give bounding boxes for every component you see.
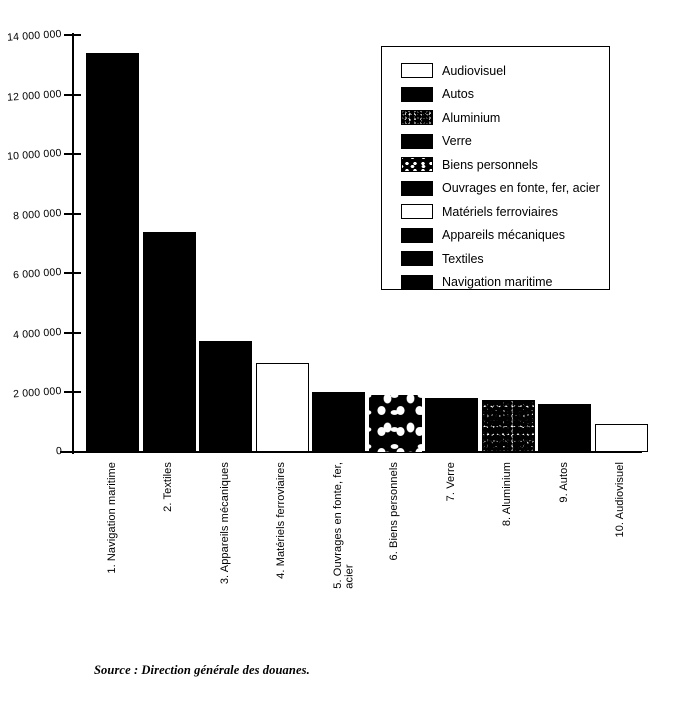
legend-item: Ouvrages en fonte, fer, acier (401, 177, 605, 201)
x-axis-category-label: 3. Appareils mécaniques (218, 462, 231, 585)
y-axis-tick-label-text: 2 000 000 (13, 385, 63, 401)
y-axis-tick-label: 4 000 000 (0, 325, 63, 342)
bar (425, 398, 478, 452)
legend-item-label: Biens personnels (442, 157, 538, 172)
legend-swatch-icon (401, 110, 433, 126)
bar (199, 341, 252, 452)
legend-swatch-icon (401, 204, 433, 220)
legend-item-label: Aluminium (442, 110, 501, 125)
legend-item-label: Audiovisuel (442, 63, 506, 78)
x-axis-category-label: 1. Navigation maritime (105, 462, 118, 574)
legend-item-label: Textiles (442, 251, 484, 266)
y-axis-tick (64, 451, 81, 453)
y-axis-tick-label-text: 6 000 000 (13, 266, 63, 282)
bar (368, 395, 422, 452)
legend-swatch-icon (401, 227, 433, 243)
y-axis-tick-label: 12 000 000 (0, 88, 62, 104)
bar (481, 400, 535, 452)
y-axis-tick-label-text: 8 000 000 (13, 206, 63, 223)
bar (142, 232, 196, 452)
x-axis-category-label: 10. Audiovisuel (614, 462, 626, 538)
legend-item: Appareils mécaniques (401, 224, 605, 248)
x-axis-category-label: 7. Verre (444, 462, 457, 502)
legend-swatch-icon (401, 157, 433, 173)
y-axis-tick-label-text: 4 000 000 (13, 325, 63, 342)
y-axis-tick (64, 93, 81, 96)
y-axis-tick-label: 8 000 000 (0, 206, 63, 223)
legend-item-label: Autos (442, 87, 474, 102)
legend-swatch-icon (401, 86, 433, 102)
legend-item: Aluminium (401, 106, 605, 130)
legend-item: Biens personnels (401, 153, 605, 177)
bar (312, 392, 365, 452)
x-axis-category-label: 5. Ouvrages en fonte, fer, acier (331, 462, 356, 589)
legend-item-label: Matériels ferroviaires (442, 204, 559, 219)
y-axis-tick (64, 331, 81, 334)
source-note: Source : Direction générale des douanes. (94, 663, 310, 677)
y-axis-tick-label: 0 (0, 445, 63, 458)
y-axis-tick-label-text: 14 000 000 (7, 28, 63, 44)
legend-item: Navigation maritime (401, 271, 605, 295)
legend-item: Autos (401, 83, 605, 107)
legend-swatch-icon (401, 251, 433, 267)
legend-item-label: Appareils mécaniques (442, 228, 565, 243)
bar (594, 424, 648, 452)
chart-legend: Audiovisuel Autos Aluminium Verre Biens pers… (381, 46, 610, 290)
x-axis-category-label: 6. Biens personnels (388, 462, 400, 561)
legend-item: Audiovisuel (401, 59, 605, 83)
y-axis-tick-label-text: 10 000 000 (7, 147, 63, 163)
x-axis-category-label: 9. Autos (557, 462, 570, 503)
legend-item-label: Verre (442, 134, 472, 149)
y-axis-tick-label: 6 000 000 (0, 266, 63, 282)
legend-swatch-icon (401, 180, 433, 196)
x-axis-category-label: 2. Textiles (162, 462, 174, 512)
x-axis-line (60, 451, 642, 453)
y-axis-tick (64, 391, 81, 394)
x-axis-category-label: 8. Aluminium (501, 462, 513, 527)
y-axis-tick (64, 153, 81, 156)
y-axis-line (72, 33, 74, 454)
x-axis-category-label: 4. Matériels ferroviaires (275, 462, 287, 579)
legend-item: Matériels ferroviaires (401, 200, 605, 224)
y-axis-tick-label: 14 000 000 (0, 28, 62, 44)
y-axis-tick (64, 34, 81, 36)
legend-item-label: Navigation maritime (442, 275, 553, 290)
bars-container (72, 30, 648, 456)
y-axis-tick-label-text: 0 (55, 445, 63, 458)
legend-swatch-icon (401, 63, 433, 79)
y-axis-tick (64, 272, 81, 275)
bar (538, 404, 591, 452)
legend-swatch-icon (401, 133, 433, 149)
bar (86, 52, 139, 452)
legend-item: Verre (401, 130, 605, 154)
bar (255, 363, 309, 452)
y-axis-tick (64, 212, 81, 215)
legend-item: Textiles (401, 247, 605, 271)
y-axis-tick-label-text: 12 000 000 (7, 87, 63, 104)
y-axis-tick-label: 2 000 000 (0, 385, 63, 401)
legend-swatch-icon (401, 274, 433, 290)
legend-item-label: Ouvrages en fonte, fer, acier (442, 181, 600, 196)
y-axis-tick-label: 10 000 000 (0, 147, 62, 163)
